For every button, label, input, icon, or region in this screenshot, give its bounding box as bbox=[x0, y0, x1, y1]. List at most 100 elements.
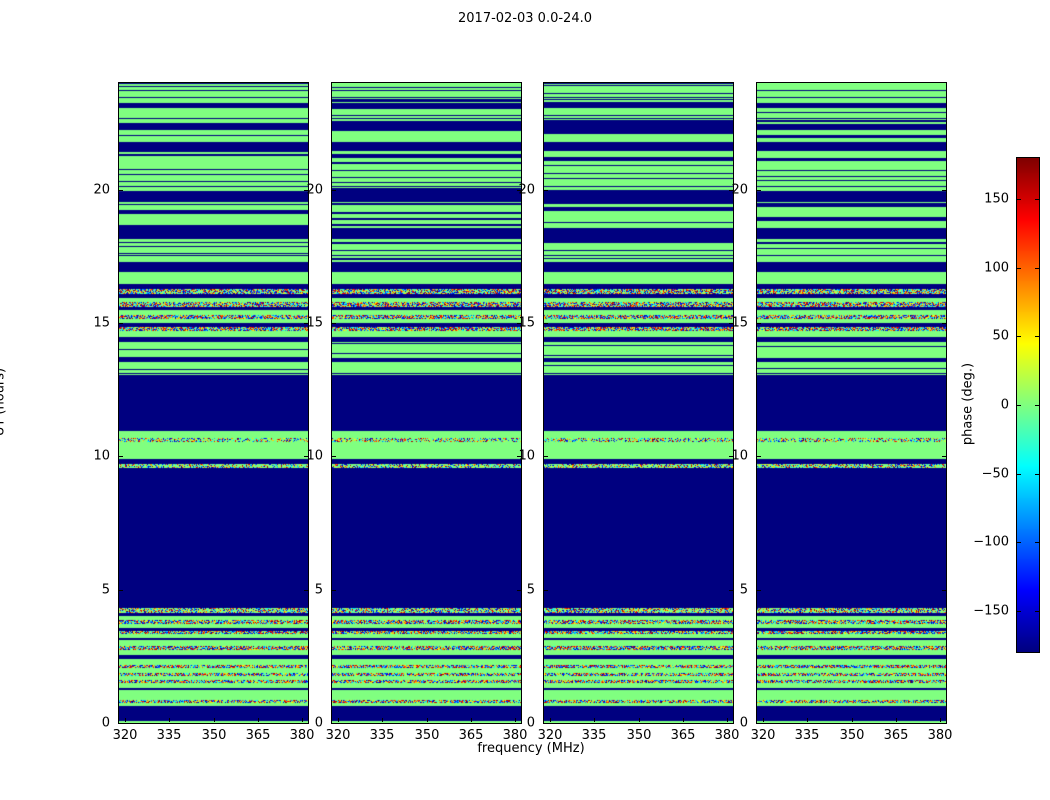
y-tick-label: 20 bbox=[731, 182, 748, 198]
y-tick-label: 15 bbox=[93, 315, 110, 331]
y-tick-mark-right bbox=[942, 190, 946, 191]
y-tick-mark-right bbox=[729, 590, 733, 591]
x-tick-mark bbox=[550, 718, 551, 722]
y-tick-mark bbox=[119, 456, 123, 457]
y-tick-label: 5 bbox=[314, 582, 323, 598]
colorbar-tick-label: 100 bbox=[984, 260, 1009, 276]
x-tick-label: 350 bbox=[626, 728, 652, 743]
colorbar-tick-mark bbox=[1017, 611, 1021, 612]
x-tick-label: 380 bbox=[502, 728, 528, 743]
y-tick-label: 5 bbox=[739, 582, 748, 598]
y-tick-mark bbox=[757, 456, 761, 457]
x-tick-label: 365 bbox=[458, 728, 484, 743]
heatmap-xx bbox=[119, 83, 308, 723]
y-tick-mark bbox=[757, 723, 761, 724]
x-tick-mark bbox=[807, 718, 808, 722]
colorbar-tick-mark bbox=[1017, 405, 1021, 406]
panel-xy: XY, BL V0*V9 bbox=[543, 82, 734, 724]
colorbar-tick-mark-right bbox=[1035, 542, 1039, 543]
colorbar-tick-label: −150 bbox=[973, 603, 1009, 619]
x-tick-mark bbox=[852, 718, 853, 722]
y-tick-mark-right bbox=[304, 456, 308, 457]
x-tick-label: 320 bbox=[537, 728, 563, 743]
y-tick-mark bbox=[332, 590, 336, 591]
x-tick-label: 320 bbox=[325, 728, 351, 743]
x-tick-mark bbox=[515, 718, 516, 722]
y-tick-label: 0 bbox=[526, 715, 535, 731]
y-tick-mark-right bbox=[517, 323, 521, 324]
colorbar-tick-label: 50 bbox=[992, 328, 1009, 344]
y-tick-label: 10 bbox=[518, 448, 535, 464]
y-tick-mark-right bbox=[729, 723, 733, 724]
x-tick-label: 350 bbox=[414, 728, 440, 743]
x-tick-mark bbox=[338, 718, 339, 722]
x-tick-label: 365 bbox=[670, 728, 696, 743]
heatmap-yx bbox=[757, 83, 946, 723]
y-tick-mark bbox=[544, 323, 548, 324]
colorbar-tick-mark-right bbox=[1035, 268, 1039, 269]
x-tick-label: 320 bbox=[750, 728, 776, 743]
y-tick-mark-right bbox=[517, 723, 521, 724]
y-tick-mark bbox=[332, 456, 336, 457]
y-tick-mark bbox=[119, 190, 123, 191]
x-tick-mark bbox=[896, 718, 897, 722]
colorbar-label: phase (deg.) bbox=[960, 362, 976, 446]
x-tick-mark bbox=[763, 718, 764, 722]
y-tick-mark-right bbox=[729, 456, 733, 457]
colorbar-tick-mark bbox=[1017, 474, 1021, 475]
x-tick-label: 365 bbox=[245, 728, 271, 743]
colorbar-tick-mark bbox=[1017, 542, 1021, 543]
colorbar-tick-mark-right bbox=[1035, 474, 1039, 475]
y-tick-label: 20 bbox=[93, 182, 110, 198]
x-tick-mark bbox=[594, 718, 595, 722]
y-tick-mark-right bbox=[517, 190, 521, 191]
colorbar-tick-mark-right bbox=[1035, 336, 1039, 337]
x-tick-mark bbox=[169, 718, 170, 722]
x-tick-label: 380 bbox=[289, 728, 315, 743]
y-tick-mark bbox=[119, 323, 123, 324]
x-tick-mark bbox=[302, 718, 303, 722]
heatmap-xy bbox=[544, 83, 733, 723]
colorbar-tick-mark-right bbox=[1035, 199, 1039, 200]
y-tick-mark-right bbox=[517, 590, 521, 591]
y-tick-label: 15 bbox=[306, 315, 323, 331]
y-tick-label: 0 bbox=[101, 715, 110, 731]
y-tick-mark bbox=[757, 590, 761, 591]
x-axis-label: frequency (MHz) bbox=[477, 741, 585, 756]
x-tick-label: 335 bbox=[369, 728, 395, 743]
colorbar-gradient bbox=[1017, 158, 1039, 652]
y-tick-mark-right bbox=[304, 190, 308, 191]
y-tick-mark-right bbox=[942, 323, 946, 324]
x-tick-label: 365 bbox=[883, 728, 909, 743]
y-tick-label: 10 bbox=[731, 448, 748, 464]
y-tick-mark-right bbox=[304, 590, 308, 591]
x-tick-label: 335 bbox=[156, 728, 182, 743]
colorbar-tick-mark-right bbox=[1035, 405, 1039, 406]
x-tick-label: 380 bbox=[714, 728, 740, 743]
y-tick-label: 0 bbox=[739, 715, 748, 731]
y-tick-mark bbox=[544, 723, 548, 724]
y-tick-mark bbox=[544, 190, 548, 191]
y-tick-label: 15 bbox=[518, 315, 535, 331]
y-tick-label: 5 bbox=[526, 582, 535, 598]
y-tick-label: 10 bbox=[93, 448, 110, 464]
colorbar-tick-label: −50 bbox=[981, 466, 1009, 482]
colorbar-tick-label: 0 bbox=[1000, 397, 1009, 413]
y-tick-mark-right bbox=[729, 190, 733, 191]
y-tick-label: 20 bbox=[518, 182, 535, 198]
x-tick-mark bbox=[214, 718, 215, 722]
y-tick-label: 5 bbox=[101, 582, 110, 598]
y-axis-label: UT (hours) bbox=[0, 367, 8, 437]
panel-yx: YX, BL V0*V9 bbox=[756, 82, 947, 724]
x-tick-mark bbox=[258, 718, 259, 722]
y-tick-mark bbox=[119, 723, 123, 724]
panel-xx: XX, BL V0*V9 bbox=[118, 82, 309, 724]
y-tick-mark-right bbox=[942, 456, 946, 457]
y-tick-mark-right bbox=[942, 723, 946, 724]
y-tick-label: 0 bbox=[314, 715, 323, 731]
colorbar-tick-label: −100 bbox=[973, 534, 1009, 550]
y-tick-mark bbox=[332, 723, 336, 724]
y-tick-label: 20 bbox=[306, 182, 323, 198]
colorbar-tick-label: 150 bbox=[984, 191, 1009, 207]
heatmap-yy bbox=[332, 83, 521, 723]
